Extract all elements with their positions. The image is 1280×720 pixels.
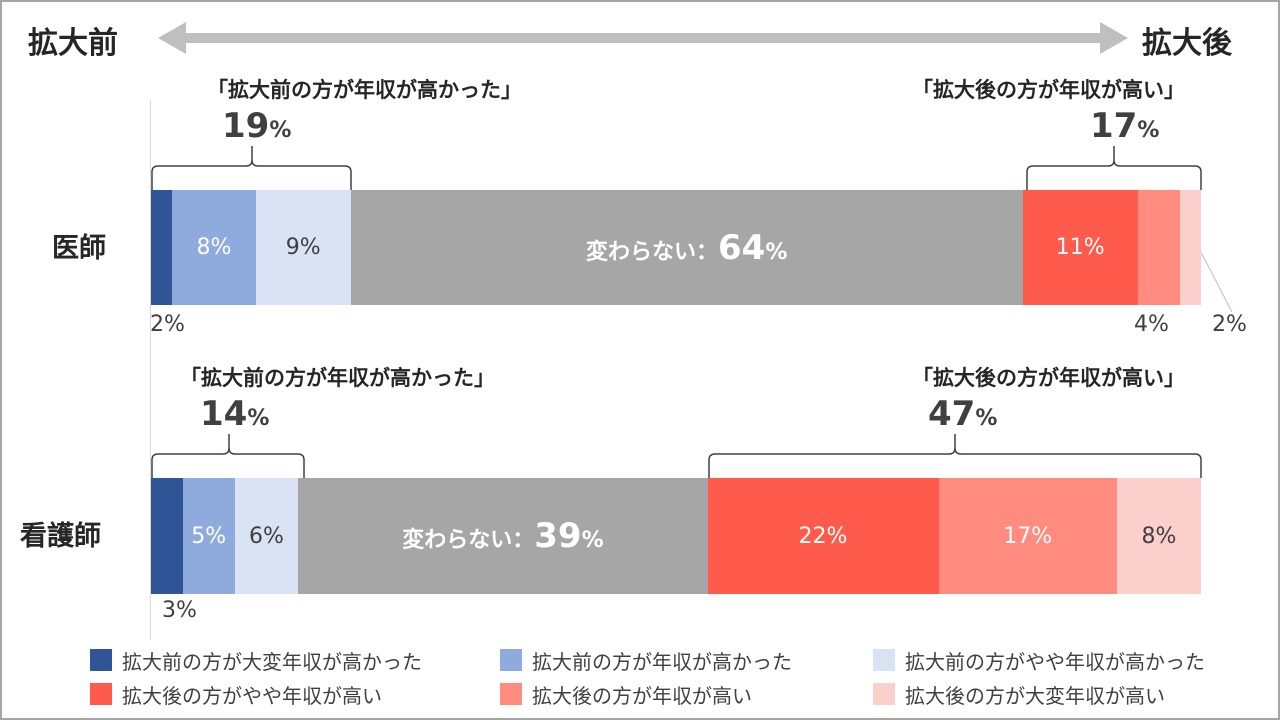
legend-swatch-1 [500, 649, 522, 671]
bar-segment-doctor-1 [172, 190, 256, 305]
segment-label-nurse-0: 3% [162, 598, 197, 623]
legend-item-3: 拡大後の方がやや年収が高い [90, 680, 382, 708]
before-label: 拡大前 [28, 26, 118, 61]
bracket-title-after-doctor: 「拡大後の方が年収が高い」 [912, 78, 1185, 102]
segment-label-doctor-3: 変わらない：64% [586, 227, 788, 268]
bracket-total-after-doctor: 17% [1090, 106, 1160, 146]
segment-label-nurse-6: 8% [1141, 523, 1177, 549]
axis-line [150, 100, 151, 640]
bar-segment-nurse-5 [938, 478, 1117, 594]
bracket-after-nurse [708, 434, 1202, 478]
segment-label-nurse-5: 17% [1003, 523, 1053, 549]
segment-label-doctor-5: 4% [1134, 312, 1169, 337]
bar-segment-nurse-2 [235, 478, 298, 594]
legend-label-1: 拡大前の方が年収が高かった [532, 649, 792, 674]
segment-label-doctor-6: 2% [1212, 312, 1247, 337]
legend-swatch-3 [90, 683, 112, 705]
legend-label-2: 拡大前の方がやや年収が高かった [905, 649, 1205, 674]
bar-segment-doctor-0 [151, 190, 172, 305]
bracket-before-doctor [151, 146, 352, 190]
legend-label-4: 拡大後の方が年収が高い [532, 683, 752, 708]
legend-label-0: 拡大前の方が大変年収が高かった [122, 649, 422, 674]
bar-segment-nurse-6 [1117, 478, 1201, 594]
legend-item-4: 拡大後の方が年収が高い [500, 680, 752, 708]
segment-label-nurse-2: 6% [249, 523, 284, 549]
legend-item-0: 拡大前の方が大変年収が高かった [90, 646, 422, 674]
leader-line-doctor-last [1200, 251, 1233, 313]
segment-label-doctor-4: 11% [1055, 235, 1105, 260]
bracket-total-after-nurse: 47% [928, 394, 998, 434]
bracket-after-doctor [1026, 146, 1202, 190]
bar-segment-nurse-1 [182, 478, 235, 594]
segment-label-doctor-0: 2% [150, 312, 185, 337]
category-label-nurse: 看護師 [20, 521, 101, 552]
legend-item-2: 拡大前の方がやや年収が高かった [873, 646, 1205, 674]
bracket-title-before-doctor: 「拡大前の方が年収が高かった」 [207, 78, 522, 102]
bar-segment-nurse-3 [298, 478, 708, 594]
segment-label-nurse-4: 22% [798, 523, 848, 549]
bracket-total-before-nurse: 14% [200, 394, 270, 434]
legend-item-5: 拡大後の方が大変年収が高い [873, 680, 1165, 708]
bracket-before-nurse [151, 434, 305, 478]
bar-segment-doctor-6 [1180, 190, 1201, 305]
bar-segment-doctor-4 [1022, 190, 1138, 305]
legend-item-1: 拡大前の方が年収が高かった [500, 646, 792, 674]
bar-segment-doctor-2 [256, 190, 351, 305]
legend-swatch-4 [500, 683, 522, 705]
bar-segment-nurse-0 [151, 478, 183, 594]
bracket-title-before-nurse: 「拡大前の方が年収が高かった」 [180, 366, 495, 390]
legend-swatch-0 [90, 649, 112, 671]
bracket-total-before-doctor: 19% [222, 106, 292, 146]
category-label-doctor: 医師 [52, 233, 106, 264]
bar-segment-doctor-5 [1138, 190, 1180, 305]
bracket-title-after-nurse: 「拡大後の方が年収が高い」 [912, 366, 1185, 390]
segment-label-doctor-1: 8% [196, 235, 232, 260]
segment-label-nurse-1: 5% [191, 523, 227, 549]
bar-segment-doctor-3 [350, 190, 1023, 305]
bar-segment-nurse-4 [707, 478, 939, 594]
segment-label-doctor-2: 9% [285, 235, 321, 260]
direction-arrow [158, 22, 1128, 54]
after-label: 拡大後 [1142, 26, 1232, 61]
legend-swatch-5 [873, 683, 895, 705]
legend-swatch-2 [873, 649, 895, 671]
legend-label-3: 拡大後の方がやや年収が高い [122, 683, 382, 708]
segment-label-nurse-3: 変わらない：39% [402, 516, 604, 556]
legend-label-5: 拡大後の方が大変年収が高い [905, 683, 1165, 708]
